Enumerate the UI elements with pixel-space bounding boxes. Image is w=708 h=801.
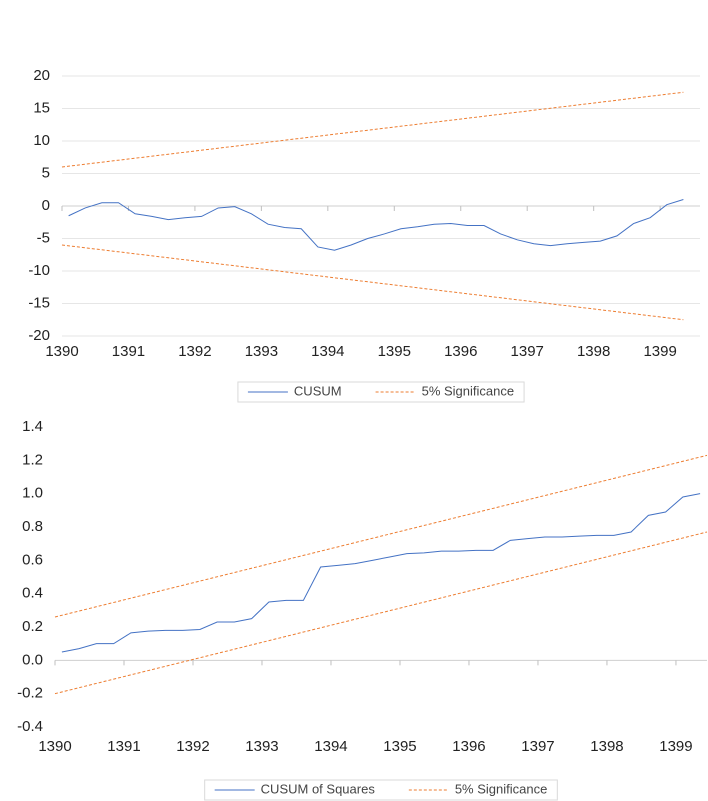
x-tick-label: 1394 [314,738,347,755]
x-tick-label: 1391 [107,738,140,755]
legend-box [237,381,525,403]
series-line [61,493,701,653]
y-tick-label: 1.0 [22,485,43,502]
x-tick-label: 1396 [444,343,477,360]
y-tick-label: 20 [33,67,50,84]
x-tick-label: 1390 [38,738,71,755]
y-tick-label: -20 [28,327,50,344]
x-tick-label: 1396 [452,738,485,755]
legend: CUSUM 5% Significance [237,381,525,403]
y-tick-label: -15 [28,294,50,311]
x-tick-label: 1397 [511,343,544,360]
y-tick-label: 0.8 [22,518,43,535]
y-tick-label: 10 [33,132,50,149]
x-tick-label: 1391 [112,343,145,360]
y-tick-label: 0.0 [22,651,43,668]
legend-label: 5% Significance [455,781,548,796]
x-tick-label: 1399 [643,343,676,360]
x-tick-label: 1390 [45,343,78,360]
y-tick-label: 5 [42,164,50,181]
x-tick-label: 1394 [311,343,344,360]
y-tick-label: 0 [42,197,50,214]
legend-label: CUSUM of Squares [261,781,376,796]
y-tick-label: 0.6 [22,551,43,568]
series-line [68,199,684,251]
x-tick-label: 1393 [245,738,278,755]
series-line [54,454,708,618]
y-tick-label: 15 [33,99,50,116]
y-tick-label: 0.4 [22,585,43,602]
series-line [61,91,684,168]
y-tick-label: 1.2 [22,451,43,468]
x-tick-label: 1395 [383,738,416,755]
x-tick-label: 1395 [378,343,411,360]
series-line [54,531,708,695]
x-tick-label: 1392 [178,343,211,360]
y-tick-label: -0.2 [17,685,43,702]
x-tick-label: 1398 [590,738,623,755]
legend-box [204,779,558,801]
y-tick-label: -5 [37,229,50,246]
y-tick-label: -0.4 [17,718,43,735]
x-tick-label: 1393 [245,343,278,360]
y-tick-label: -10 [28,262,50,279]
x-tick-label: 1397 [521,738,554,755]
legend: CUSUM of Squares 5% Significance [204,779,558,801]
series-line [61,244,684,321]
x-tick-label: 1399 [659,738,692,755]
x-tick-label: 1392 [176,738,209,755]
x-tick-label: 1398 [577,343,610,360]
y-tick-label: 1.4 [22,418,43,435]
legend-label: 5% Significance [422,383,515,398]
legend-label: CUSUM [294,383,342,398]
y-tick-label: 0.2 [22,618,43,635]
